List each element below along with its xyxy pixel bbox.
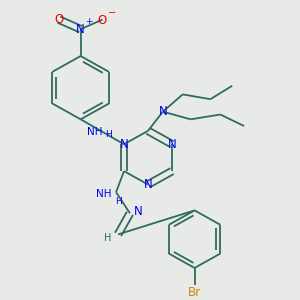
Text: O: O: [54, 13, 64, 26]
Text: N: N: [120, 138, 128, 151]
Text: Br: Br: [188, 286, 201, 299]
Text: N: N: [158, 105, 167, 118]
Text: N: N: [76, 23, 85, 36]
Text: N: N: [168, 138, 176, 151]
Text: NH: NH: [87, 127, 102, 137]
Text: H: H: [104, 233, 112, 243]
Text: H: H: [115, 197, 122, 206]
Text: H: H: [105, 130, 112, 139]
Text: N: N: [134, 205, 142, 218]
Text: +: +: [85, 17, 92, 26]
Text: −: −: [108, 8, 116, 18]
Text: O: O: [98, 14, 107, 27]
Text: NH: NH: [96, 189, 112, 199]
Text: N: N: [144, 178, 152, 191]
